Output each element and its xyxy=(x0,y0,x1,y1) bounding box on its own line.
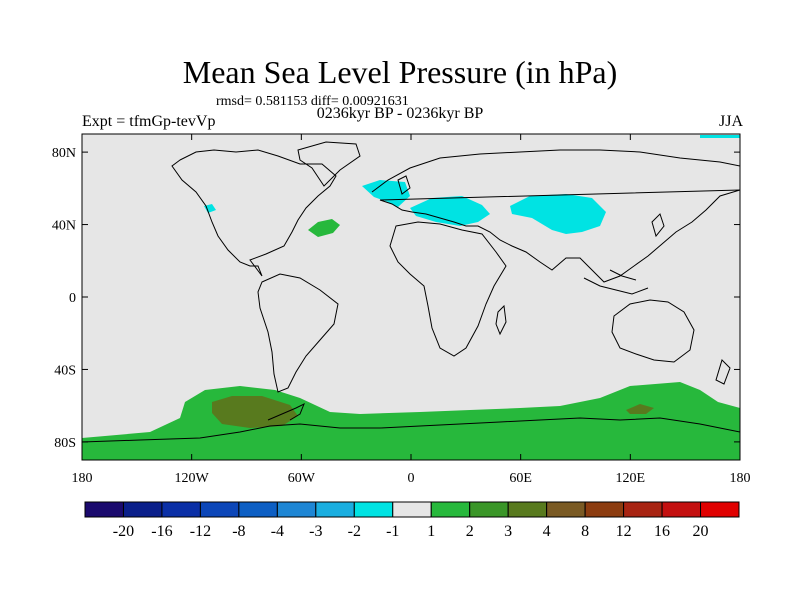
colorbar-swatch xyxy=(700,501,740,518)
indian-sector-high-anomaly xyxy=(626,404,654,414)
arctic-edge-negative-patch xyxy=(700,135,740,138)
experiment-label: Expt = tfmGp-tevVp xyxy=(82,113,216,130)
colorbar xyxy=(84,501,740,518)
colorbar-label: 12 xyxy=(616,523,632,540)
latitude-tick-label: 80S xyxy=(54,436,76,451)
statistics-line: rmsd= 0.581153 diff= 0.00921631 xyxy=(216,94,409,109)
antarctica-coast xyxy=(82,417,740,443)
colorbar-label: -2 xyxy=(348,523,361,540)
japan-coast xyxy=(651,213,665,238)
latitude-tick-label: 0 xyxy=(69,291,76,306)
longitude-tick-label: 0 xyxy=(408,471,415,486)
colorbar-label: -12 xyxy=(190,523,211,540)
colorbar-label: -4 xyxy=(271,523,284,540)
colorbar-swatch xyxy=(546,501,586,518)
colorbar-swatch xyxy=(122,501,163,518)
longitude-tick-label: 60E xyxy=(509,471,532,486)
south-america-coast xyxy=(257,273,339,393)
colorbar-swatch xyxy=(315,501,355,518)
mediterranean-negative-field xyxy=(410,196,490,226)
colorbar-swatch xyxy=(84,501,124,518)
australia-coast xyxy=(611,299,695,363)
new-zealand-coast xyxy=(715,359,731,385)
colorbar-swatch xyxy=(353,501,394,518)
season-label: JJA xyxy=(718,113,743,130)
colorbar-swatch xyxy=(584,501,625,518)
colorbar-swatch xyxy=(199,501,240,518)
longitude-tick-label: 120W xyxy=(175,471,210,486)
colorbar-label: 2 xyxy=(466,523,474,540)
colorbar-label: 20 xyxy=(693,523,709,540)
longitude-tick-label: 180 xyxy=(72,471,93,486)
uk-coast xyxy=(397,175,411,195)
coastlines xyxy=(82,141,740,443)
colorbar-swatch xyxy=(507,501,548,518)
colorbar-label: -20 xyxy=(113,523,134,540)
pacific-negative-patch xyxy=(204,204,216,213)
longitude-tick-label: 120E xyxy=(616,471,646,486)
colorbar-label: 8 xyxy=(581,523,589,540)
colorbar-label: 1 xyxy=(427,523,435,540)
colorbar-swatch xyxy=(661,501,702,518)
colorbar-swatch xyxy=(161,501,201,518)
latitude-tick-label: 80N xyxy=(52,146,76,161)
colorbar-label: -16 xyxy=(151,523,172,540)
axis-ticks xyxy=(81,134,741,460)
indonesia-coast xyxy=(583,269,649,295)
map-title: Mean Sea Level Pressure (in hPa) xyxy=(182,54,618,90)
longitude-tick-label: 60W xyxy=(288,471,316,486)
north-atlantic-positive-patch xyxy=(308,219,340,237)
colorbar-label: -8 xyxy=(232,523,245,540)
colorbar-swatch xyxy=(430,501,471,518)
africa-coast xyxy=(389,221,507,357)
colorbar-label: 3 xyxy=(504,523,512,540)
period-line: 0236kyr BP - 0236kyr BP xyxy=(316,105,484,122)
greenland-coast xyxy=(297,141,361,187)
pacific-sector-high-anomaly xyxy=(212,396,298,428)
colorbar-swatch xyxy=(392,501,432,518)
colorbar-swatch xyxy=(623,501,663,518)
colorbar-label: 4 xyxy=(543,523,551,540)
colorbar-swatch xyxy=(469,501,509,518)
longitude-tick-label: 180 xyxy=(730,471,751,486)
madagascar-coast xyxy=(495,304,507,336)
north-america-coast xyxy=(171,149,337,277)
latitude-tick-label: 40N xyxy=(52,219,76,234)
antarctic-peninsula-coast xyxy=(267,402,305,421)
colorbar-label: -3 xyxy=(309,523,322,540)
colorbar-swatch xyxy=(238,501,278,518)
colorbar-label: 16 xyxy=(654,523,670,540)
colorbar-swatch xyxy=(276,501,317,518)
europe-negative-field xyxy=(362,180,410,207)
central-asia-negative-field xyxy=(510,194,606,234)
latitude-tick-label: 40S xyxy=(54,363,76,378)
eurasia-coast xyxy=(371,149,740,283)
colorbar-label: -1 xyxy=(386,523,399,540)
